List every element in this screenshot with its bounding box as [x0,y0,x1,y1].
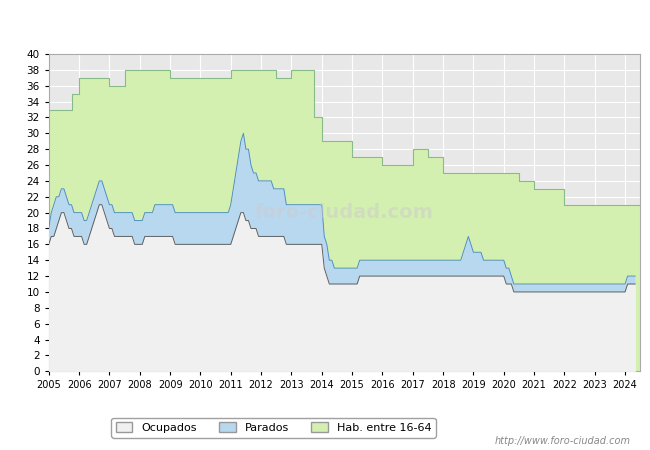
Text: foro-ciudad.com: foro-ciudad.com [255,203,434,222]
Text: http://www.foro-ciudad.com: http://www.foro-ciudad.com [495,436,630,446]
Legend: Ocupados, Parados, Hab. entre 16-64: Ocupados, Parados, Hab. entre 16-64 [111,418,436,438]
Text: Valdelcubo - Evolucion de la poblacion en edad de Trabajar Mayo de 2024: Valdelcubo - Evolucion de la poblacion e… [79,17,571,30]
